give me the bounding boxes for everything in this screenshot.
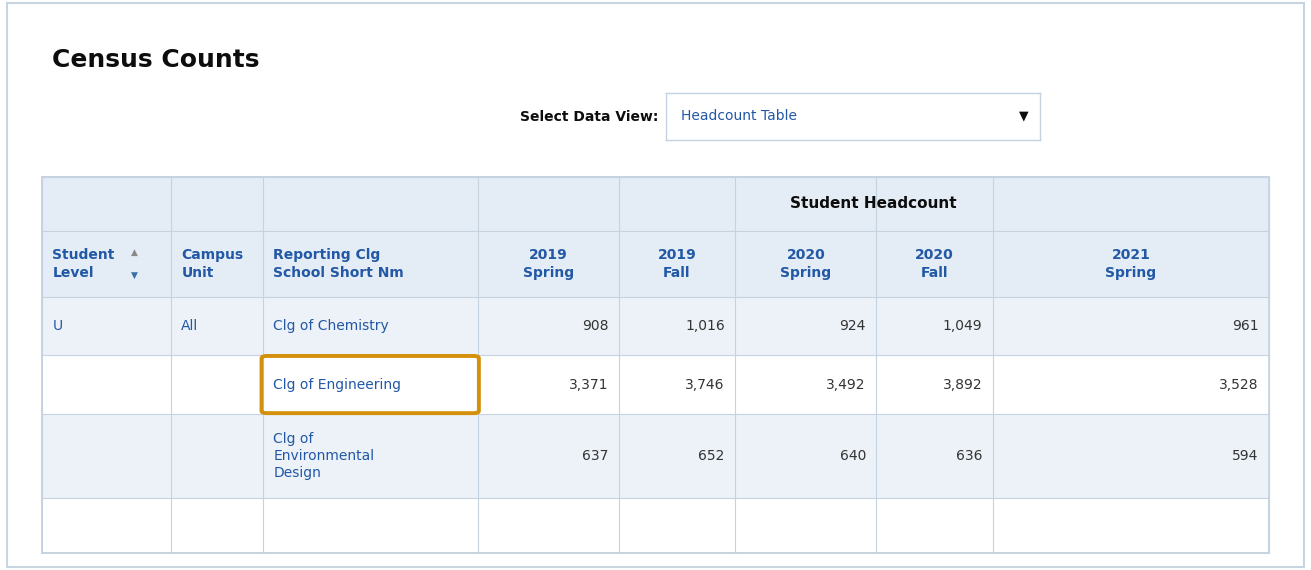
Text: 652: 652	[699, 449, 725, 463]
Text: 3,892: 3,892	[943, 377, 982, 392]
Text: ▲: ▲	[131, 249, 138, 257]
Text: Select Data View:: Select Data View:	[519, 110, 658, 124]
Text: Census Counts: Census Counts	[52, 48, 260, 72]
Text: 594: 594	[1232, 449, 1259, 463]
Text: Clg of Chemistry: Clg of Chemistry	[273, 319, 389, 333]
Text: 924: 924	[839, 319, 865, 333]
Text: 2020
Spring: 2020 Spring	[780, 249, 831, 280]
Text: 2021
Spring: 2021 Spring	[1105, 249, 1156, 280]
Text: ▼: ▼	[131, 271, 138, 280]
Text: Clg of Engineering: Clg of Engineering	[273, 377, 401, 392]
Text: 3,492: 3,492	[826, 377, 865, 392]
Text: Reporting Clg
School Short Nm: Reporting Clg School Short Nm	[273, 249, 404, 280]
Text: U: U	[52, 319, 63, 333]
Text: 636: 636	[956, 449, 982, 463]
Text: 3,746: 3,746	[686, 377, 725, 392]
Text: 908: 908	[582, 319, 608, 333]
Text: ▼: ▼	[1019, 110, 1028, 123]
Text: 640: 640	[839, 449, 865, 463]
Text: Campus
Unit: Campus Unit	[181, 249, 244, 280]
Text: All: All	[181, 319, 198, 333]
Text: 1,016: 1,016	[686, 319, 725, 333]
Text: Student Headcount: Student Headcount	[791, 197, 957, 211]
Text: 637: 637	[582, 449, 608, 463]
Text: Headcount Table: Headcount Table	[680, 109, 797, 123]
Text: 3,528: 3,528	[1219, 377, 1259, 392]
Text: 2019
Spring: 2019 Spring	[523, 249, 574, 280]
Text: Student
Level: Student Level	[52, 249, 115, 280]
Text: 3,371: 3,371	[569, 377, 608, 392]
Text: 2019
Fall: 2019 Fall	[658, 249, 696, 280]
Text: 1,049: 1,049	[943, 319, 982, 333]
Text: Clg of
Environmental
Design: Clg of Environmental Design	[273, 431, 375, 481]
Text: 2020
Fall: 2020 Fall	[915, 249, 954, 280]
Text: 961: 961	[1232, 319, 1259, 333]
